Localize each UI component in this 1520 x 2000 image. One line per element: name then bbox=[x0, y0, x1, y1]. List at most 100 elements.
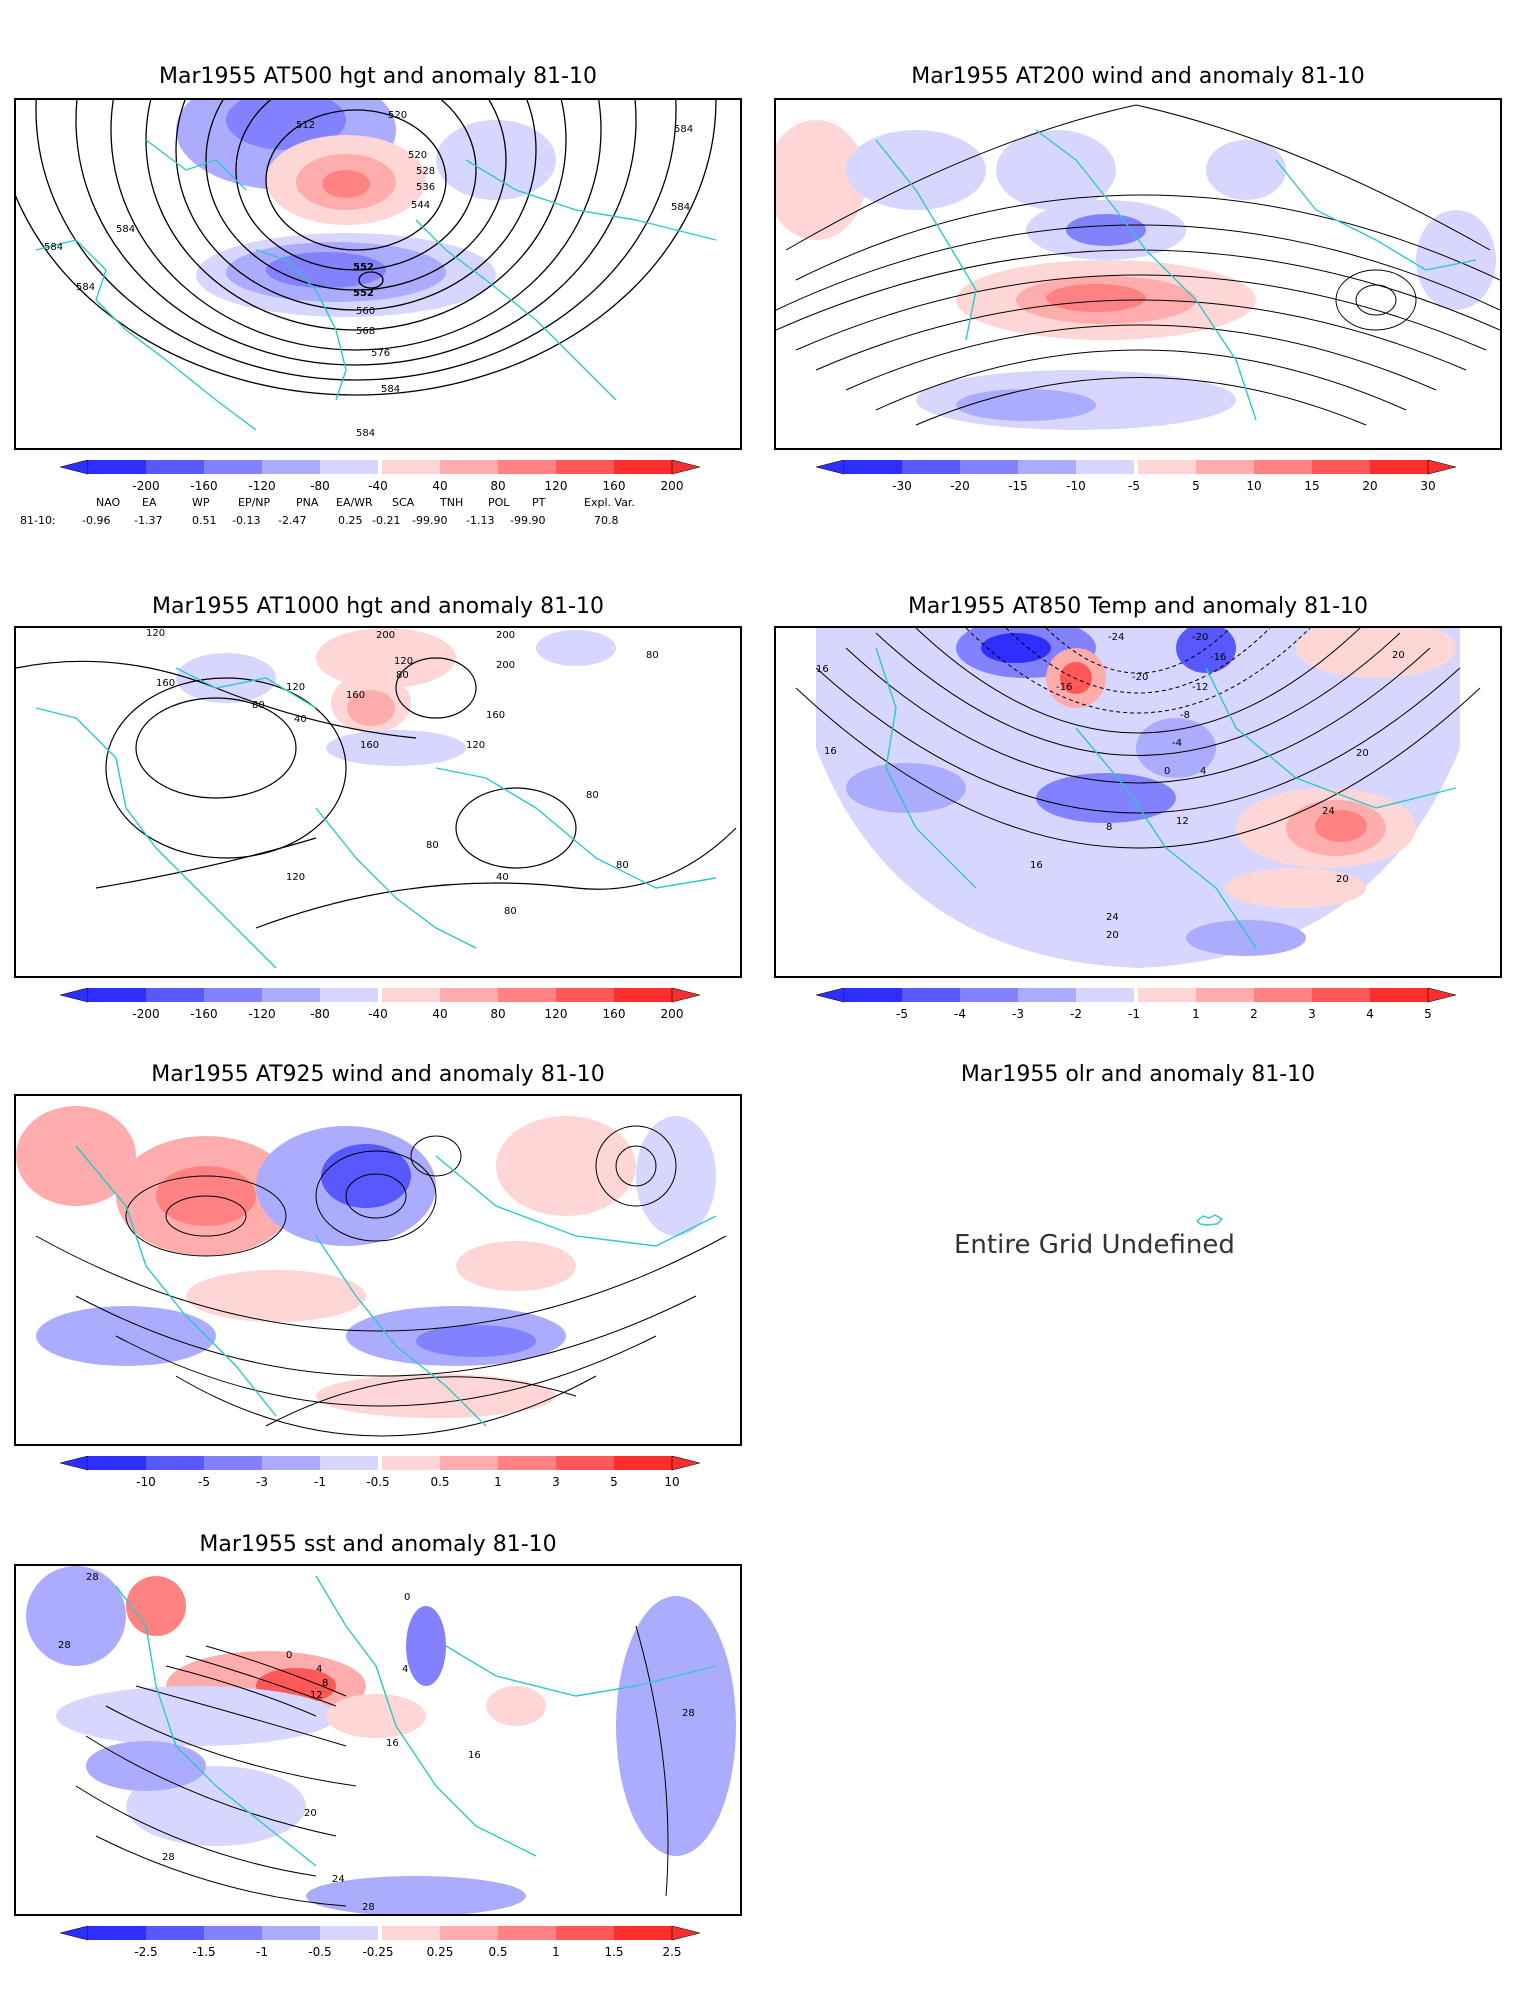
svg-text:40: 40 bbox=[432, 1007, 447, 1021]
svg-text:-200: -200 bbox=[132, 479, 159, 493]
colorbar-z1000: -200 -160 -120 -80 -40 40 80 120 160 200 bbox=[59, 987, 701, 1022]
svg-text:80: 80 bbox=[490, 479, 505, 493]
svg-text:2: 2 bbox=[1250, 1007, 1258, 1021]
svg-text:20: 20 bbox=[1392, 650, 1405, 661]
greenland-outline-icon bbox=[1195, 1212, 1225, 1231]
svg-text:-2.5: -2.5 bbox=[134, 1945, 157, 1959]
svg-text:40: 40 bbox=[294, 714, 307, 725]
svg-text:1.5: 1.5 bbox=[604, 1945, 623, 1959]
svg-text:-20: -20 bbox=[1192, 632, 1208, 643]
svg-text:24: 24 bbox=[332, 1874, 345, 1885]
svg-text:-5: -5 bbox=[896, 1007, 908, 1021]
svg-text:40: 40 bbox=[432, 479, 447, 493]
svg-text:0.5: 0.5 bbox=[430, 1475, 449, 1489]
svg-text:20: 20 bbox=[304, 1808, 317, 1819]
svg-text:528: 528 bbox=[416, 166, 435, 177]
svg-text:80: 80 bbox=[252, 700, 265, 711]
svg-text:24: 24 bbox=[1106, 912, 1119, 923]
svg-text:-10: -10 bbox=[1066, 479, 1086, 493]
svg-text:28: 28 bbox=[682, 1708, 695, 1719]
svg-text:-1: -1 bbox=[314, 1475, 326, 1489]
anomaly-shading bbox=[176, 100, 556, 317]
svg-text:4: 4 bbox=[1366, 1007, 1374, 1021]
svg-text:16: 16 bbox=[1030, 860, 1043, 871]
svg-text:16: 16 bbox=[816, 664, 829, 675]
svg-text:568: 568 bbox=[356, 326, 375, 337]
svg-text:-4: -4 bbox=[954, 1007, 966, 1021]
svg-text:80: 80 bbox=[616, 860, 629, 871]
streamlines bbox=[776, 104, 1500, 426]
contour-labels: 120 120 80 40 160 160 200 200 120 80 200… bbox=[146, 628, 659, 917]
undefined-grid-message: Entire Grid Undefined bbox=[954, 1230, 1235, 1260]
coastlines bbox=[875, 647, 1457, 949]
svg-text:1: 1 bbox=[552, 1945, 560, 1959]
svg-text:-5: -5 bbox=[198, 1475, 210, 1489]
svg-text:3: 3 bbox=[552, 1475, 560, 1489]
svg-text:40: 40 bbox=[496, 872, 509, 883]
svg-text:120: 120 bbox=[394, 656, 413, 667]
svg-text:-40: -40 bbox=[368, 479, 388, 493]
anomaly-shading bbox=[776, 120, 1496, 430]
svg-text:552: 552 bbox=[353, 288, 374, 299]
svg-text:5: 5 bbox=[1192, 479, 1200, 493]
svg-text:120: 120 bbox=[545, 1007, 568, 1021]
svg-text:200: 200 bbox=[496, 660, 515, 671]
svg-text:-4: -4 bbox=[1172, 738, 1182, 749]
svg-text:80: 80 bbox=[490, 1007, 505, 1021]
svg-text:16: 16 bbox=[824, 746, 837, 757]
svg-text:584: 584 bbox=[116, 224, 135, 235]
map-sst: 28 28 0 0 4 8 12 4 16 16 20 24 28 28 28 bbox=[14, 1564, 742, 1916]
coastlines bbox=[115, 1575, 717, 1867]
anomaly-shading bbox=[26, 1566, 736, 1914]
svg-text:10: 10 bbox=[1246, 479, 1261, 493]
svg-text:1: 1 bbox=[1192, 1007, 1200, 1021]
svg-text:24: 24 bbox=[1322, 806, 1335, 817]
svg-text:5: 5 bbox=[1424, 1007, 1432, 1021]
svg-text:0: 0 bbox=[286, 1650, 292, 1661]
colorbar-t850: -5 -4 -3 -2 -1 1 2 3 4 5 bbox=[815, 987, 1457, 1022]
panel-title-w925: Mar1955 AT925 wind and anomaly 81-10 bbox=[151, 1062, 605, 1087]
svg-text:-3: -3 bbox=[1012, 1007, 1024, 1021]
svg-text:-8: -8 bbox=[1180, 710, 1190, 721]
svg-text:4: 4 bbox=[316, 1664, 322, 1675]
coastlines bbox=[35, 667, 717, 969]
contour-labels: 28 28 0 0 4 8 12 4 16 16 20 24 28 28 28 bbox=[58, 1572, 695, 1913]
svg-text:0.25: 0.25 bbox=[427, 1945, 454, 1959]
svg-text:-80: -80 bbox=[310, 479, 330, 493]
svg-text:20: 20 bbox=[1336, 874, 1349, 885]
svg-text:28: 28 bbox=[58, 1640, 71, 1651]
anomaly-shading bbox=[16, 1106, 716, 1418]
svg-text:12: 12 bbox=[310, 1690, 323, 1701]
svg-text:584: 584 bbox=[356, 428, 375, 439]
svg-text:5: 5 bbox=[610, 1475, 618, 1489]
svg-text:-15: -15 bbox=[1008, 479, 1028, 493]
svg-text:30: 30 bbox=[1420, 479, 1435, 493]
svg-text:8: 8 bbox=[322, 1678, 328, 1689]
svg-text:8: 8 bbox=[1106, 822, 1112, 833]
svg-text:200: 200 bbox=[661, 1007, 684, 1021]
svg-text:-120: -120 bbox=[248, 1007, 275, 1021]
colorbar-w200: -30 -20 -15 -10 -5 5 10 15 20 30 bbox=[815, 459, 1457, 494]
teleconnection-index-table: NAO EA WP EP/NP PNA EA/WR SCA TNH POL PT… bbox=[20, 496, 635, 527]
svg-text:12: 12 bbox=[1176, 816, 1189, 827]
svg-text:15: 15 bbox=[1304, 479, 1319, 493]
panel-title-z1000: Mar1955 AT1000 hgt and anomaly 81-10 bbox=[151, 594, 604, 619]
svg-text:80: 80 bbox=[396, 670, 409, 681]
svg-text:512: 512 bbox=[296, 120, 315, 131]
map-w200 bbox=[774, 98, 1502, 450]
svg-text:80: 80 bbox=[586, 790, 599, 801]
svg-text:544: 544 bbox=[411, 200, 430, 211]
coastlines bbox=[35, 139, 717, 431]
colorbar-sst: -2.5 -1.5 -1 -0.5 -0.25 0.25 0.5 1 1.5 2… bbox=[59, 1925, 701, 1960]
map-z1000: 120 120 80 40 160 160 200 200 120 80 200… bbox=[14, 626, 742, 978]
svg-text:28: 28 bbox=[162, 1852, 175, 1863]
svg-text:-24: -24 bbox=[1108, 632, 1124, 643]
panel-title-z500: Mar1955 AT500 hgt and anomaly 81-10 bbox=[158, 64, 597, 89]
svg-text:-120: -120 bbox=[248, 479, 275, 493]
svg-text:80: 80 bbox=[426, 840, 439, 851]
svg-text:200: 200 bbox=[376, 630, 395, 641]
svg-text:16: 16 bbox=[468, 1750, 481, 1761]
svg-text:28: 28 bbox=[362, 1902, 375, 1913]
svg-text:0.5: 0.5 bbox=[488, 1945, 507, 1959]
colorbar-z500: -200 -160 -120 -80 -40 40 80 120 160 200 bbox=[59, 459, 701, 494]
